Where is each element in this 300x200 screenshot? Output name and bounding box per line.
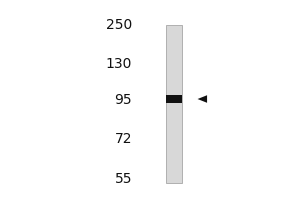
Bar [166,25,182,183]
Text: 250: 250 [106,18,132,32]
Text: 55: 55 [115,172,132,186]
Text: 95: 95 [115,93,132,107]
Text: 72: 72 [115,132,132,146]
Polygon shape [198,95,207,103]
Text: 130: 130 [106,58,132,72]
Bar [166,95,182,103]
